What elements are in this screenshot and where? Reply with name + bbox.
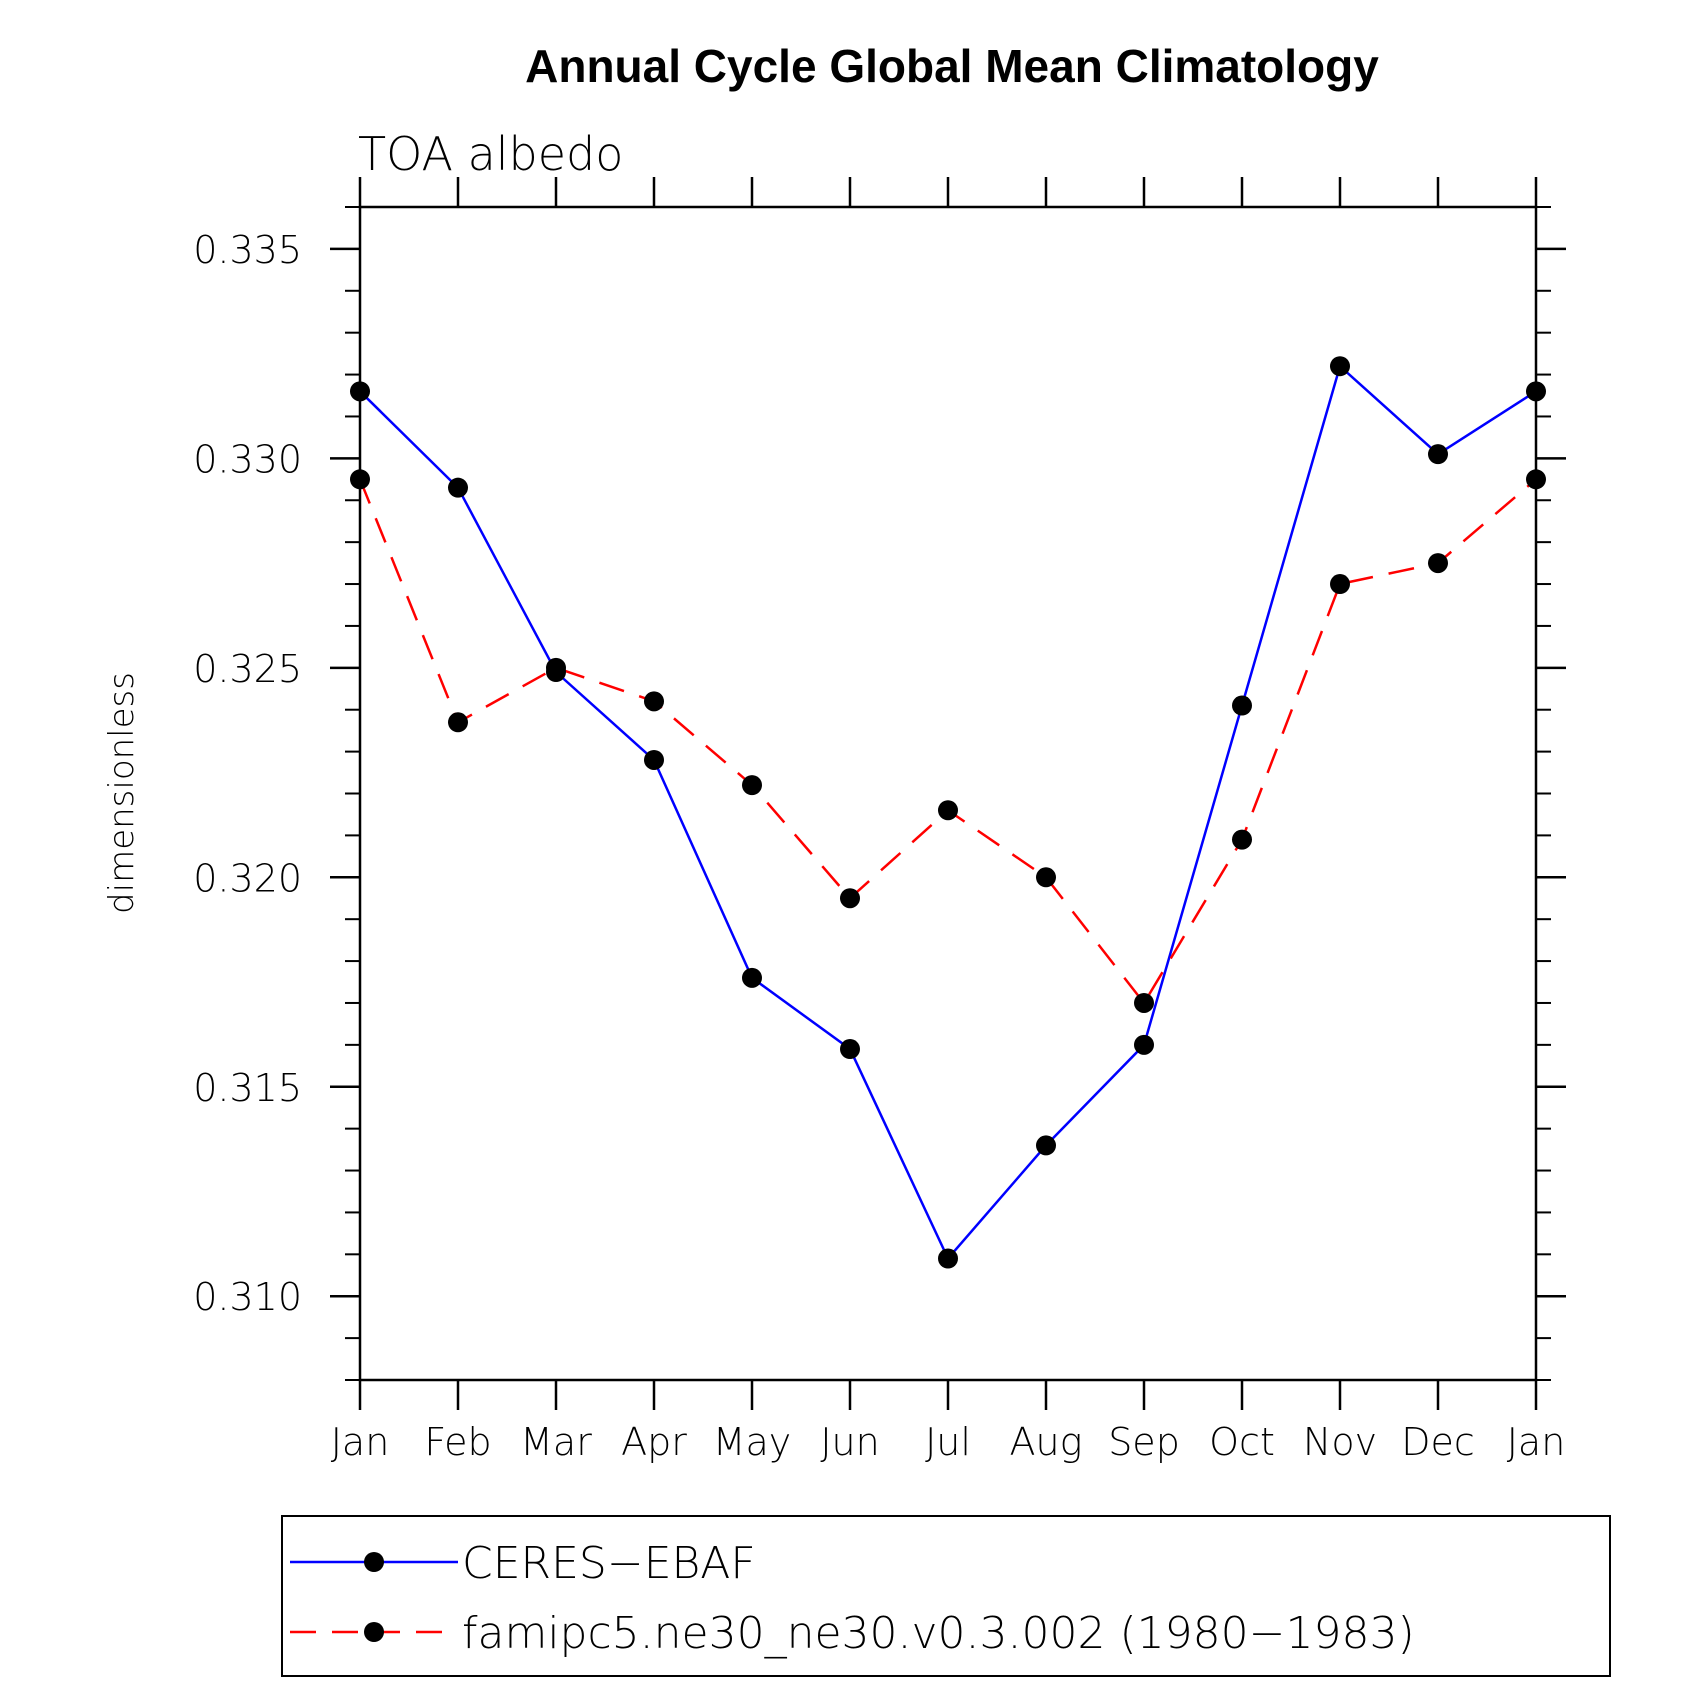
x-tick-label: Sep — [1108, 1420, 1180, 1464]
series-points — [350, 356, 1546, 1269]
series-0-point — [1036, 1135, 1056, 1156]
series-1-point — [350, 469, 370, 490]
x-tick-label: Jul — [925, 1420, 971, 1464]
series-0-point — [840, 1039, 860, 1060]
y-tick-label: 0.315 — [193, 1066, 302, 1110]
y-tick-label: 0.330 — [193, 437, 302, 481]
series-0-point — [1330, 356, 1350, 377]
series-1-point — [1526, 469, 1546, 490]
series-1-point — [938, 800, 958, 821]
series-1-point — [1232, 829, 1252, 850]
y-tick-label: 0.320 — [193, 856, 302, 900]
legend-marker-0 — [364, 1552, 384, 1572]
x-tick-label: Jan — [1507, 1420, 1566, 1464]
chart-subtitle: TOA albedo — [358, 127, 623, 181]
x-tick-label: May — [713, 1420, 792, 1464]
legend-label-1: famipc5.ne30_ne30.v0.3.002 (1980−1983) — [462, 1608, 1415, 1659]
legend: CERES−EBAF famipc5.ne30_ne30.v0.3.002 (19… — [281, 1515, 1611, 1677]
y-tick-label: 0.335 — [193, 228, 302, 272]
x-tick-label: Aug — [1010, 1420, 1083, 1464]
series-1-point — [644, 691, 664, 712]
series-0-point — [1134, 1034, 1154, 1055]
x-tick-label: Dec — [1401, 1420, 1475, 1464]
series-0-point — [1526, 381, 1546, 402]
y-tick-label: 0.310 — [193, 1275, 302, 1319]
series-1-point — [1134, 992, 1154, 1013]
series-1-point — [1428, 553, 1448, 574]
series-0-point — [1428, 444, 1448, 465]
series-0-point — [1232, 695, 1252, 716]
legend-box — [281, 1515, 1611, 1677]
series-0-point — [742, 967, 762, 988]
series-0-point — [938, 1248, 958, 1269]
series-0-point — [644, 749, 664, 770]
x-tick-label: Mar — [520, 1420, 592, 1464]
plot-area: 0.310 0.315 0.320 0.325 0.330 0.335 Jan Feb Mar… — [193, 177, 1566, 1464]
x-tick-labels: Jan Feb Mar Apr May Jun Jul Aug Sep Oct Nov Dec Jan — [331, 1420, 1566, 1464]
y-axis-label: dimensionless — [102, 672, 142, 914]
series-1-point — [1036, 867, 1056, 888]
legend-entries: CERES−EBAF famipc5.ne30_ne30.v0.3.002 (19… — [290, 1538, 1415, 1659]
series-line-1 — [358, 478, 1537, 1006]
series-0-point — [350, 381, 370, 402]
y-tick-labels: 0.310 0.315 0.320 0.325 0.330 0.335 — [193, 228, 302, 1319]
x-tick-label: Apr — [621, 1420, 687, 1464]
x-tick-label: Feb — [424, 1420, 491, 1464]
series-1-point — [742, 775, 762, 796]
series-0-point — [448, 477, 468, 498]
series-1-point — [448, 712, 468, 733]
series-1-point — [1330, 574, 1350, 595]
x-tick-label: Jan — [331, 1420, 390, 1464]
series-1-point — [840, 888, 860, 909]
x-tick-label: Nov — [1303, 1420, 1377, 1464]
x-tick-label: Oct — [1209, 1420, 1275, 1464]
chart-title: Annual Cycle Global Mean Climatology — [525, 40, 1379, 92]
legend-marker-1 — [364, 1622, 384, 1642]
x-tick-label: Jun — [820, 1420, 879, 1464]
legend-label-0: CERES−EBAF — [462, 1538, 756, 1589]
series-1-point — [546, 657, 566, 678]
y-tick-label: 0.325 — [193, 647, 302, 691]
axis-ticks — [330, 177, 1566, 1410]
